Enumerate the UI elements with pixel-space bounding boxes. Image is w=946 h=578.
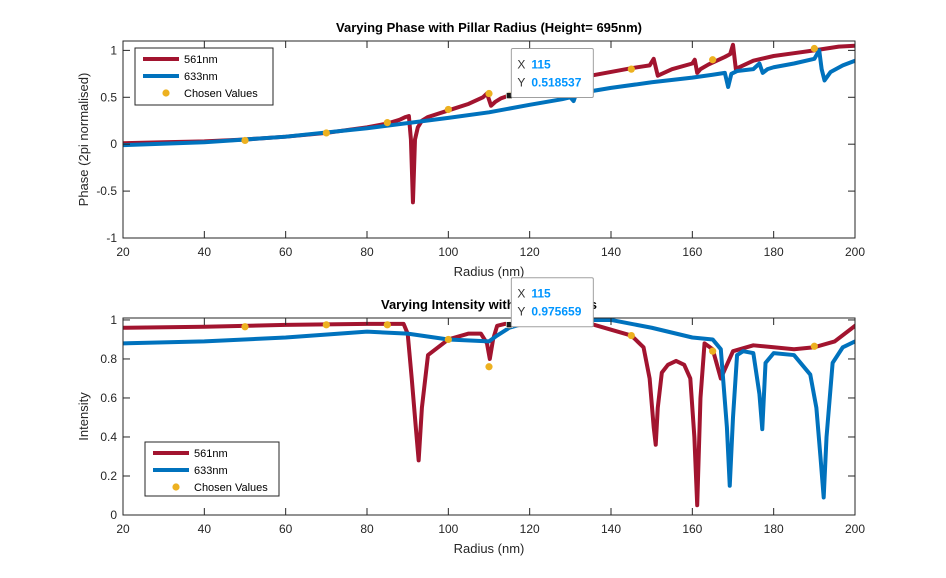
y-tick-label: -0.5: [96, 184, 117, 198]
data-tip-y-label: Y: [517, 76, 525, 90]
data-tip-y-label: Y: [517, 305, 525, 319]
x-tick-label: 100: [438, 522, 458, 536]
subplot-1: Varying Phase with Pillar Radius (Height…: [76, 20, 865, 279]
data-tip-x-value: 115: [531, 287, 551, 301]
x-tick-label: 60: [279, 522, 293, 536]
x-axis-label: Radius (nm): [454, 541, 525, 556]
x-tick-label: 180: [764, 245, 784, 259]
x-tick-label: 80: [360, 245, 374, 259]
y-tick-label: 0: [110, 508, 117, 522]
x-tick-label: 160: [682, 522, 702, 536]
x-tick-label: 160: [682, 245, 702, 259]
chosen-value-point[interactable]: [444, 335, 452, 344]
plot-title: Varying Phase with Pillar Radius (Height…: [336, 20, 642, 35]
chosen-value-point[interactable]: [627, 65, 635, 73]
series-line-633nm: [123, 48, 855, 148]
y-tick-label: 1: [110, 43, 117, 57]
y-tick-label: 0.2: [100, 469, 117, 483]
chosen-value-point[interactable]: [810, 342, 818, 350]
x-tick-label: 180: [764, 522, 784, 536]
series-line-633nm: [123, 318, 855, 500]
chosen-value-point[interactable]: [485, 363, 493, 371]
x-tick-label: 40: [198, 245, 212, 259]
legend[interactable]: 561nm 633nm Chosen Values: [144, 441, 280, 497]
chosen-value-point[interactable]: [322, 321, 330, 329]
data-tip-x-label: X: [517, 287, 525, 301]
x-tick-label: 200: [845, 522, 865, 536]
data-tip[interactable]: X 115 Y 0.518537: [506, 48, 594, 99]
data-tip[interactable]: X 115 Y 0.975659: [506, 277, 594, 328]
chosen-value-point[interactable]: [383, 119, 391, 127]
y-tick-label: 0.6: [100, 391, 117, 405]
data-tip-y-value: 0.518537: [531, 76, 581, 90]
x-tick-label: 140: [601, 245, 621, 259]
chosen-value-point[interactable]: [444, 105, 452, 114]
chosen-value-point[interactable]: [383, 321, 391, 329]
legend-label: 561nm: [194, 448, 228, 460]
chosen-value-point[interactable]: [709, 56, 717, 64]
x-axis-label: Radius (nm): [454, 264, 525, 279]
legend-label: Chosen Values: [194, 482, 268, 494]
chosen-value-point[interactable]: [485, 89, 493, 98]
x-tick-label: 20: [116, 522, 130, 536]
data-tip-y-value: 0.975659: [531, 305, 581, 319]
legend[interactable]: 561nm 633nm Chosen Values: [134, 47, 274, 106]
legend-label: 561nm: [184, 54, 218, 66]
legend-marker-chosen: [172, 483, 180, 491]
data-tip-x-value: 115: [531, 58, 551, 72]
chosen-value-point[interactable]: [709, 347, 717, 355]
x-tick-label: 80: [360, 522, 374, 536]
x-tick-label: 200: [845, 245, 865, 259]
chosen-value-point[interactable]: [322, 129, 330, 137]
legend-marker-chosen: [162, 89, 170, 97]
data-tip-box: [510, 277, 594, 328]
x-tick-label: 100: [438, 245, 458, 259]
plot-series: [123, 318, 855, 508]
data-tip-x-label: X: [517, 58, 525, 72]
x-tick-label: 60: [279, 245, 293, 259]
x-tick-label: 40: [198, 522, 212, 536]
y-tick-label: 0.4: [100, 430, 117, 444]
legend-label: Chosen Values: [184, 88, 258, 100]
y-tick-label: 1: [110, 313, 117, 327]
y-tick-label: 0: [110, 137, 117, 151]
y-tick-label: 0.8: [100, 352, 117, 366]
legend-label: 633nm: [184, 71, 218, 83]
chosen-value-point[interactable]: [241, 136, 249, 145]
x-tick-label: 20: [116, 245, 130, 259]
axes-box: [122, 317, 856, 516]
y-axis-label: Phase (2pi normalised): [76, 73, 91, 207]
chosen-value-point[interactable]: [627, 331, 635, 340]
y-axis-label: Intensity: [76, 392, 91, 441]
axes-box: [122, 40, 856, 239]
chosen-value-point[interactable]: [241, 323, 249, 331]
x-tick-label: 120: [520, 245, 540, 259]
x-tick-label: 120: [520, 522, 540, 536]
y-tick-label: -1: [106, 231, 117, 245]
legend-label: 633nm: [194, 465, 228, 477]
y-tick-label: 0.5: [100, 90, 117, 104]
chosen-value-point[interactable]: [810, 44, 818, 53]
data-tip-box: [510, 48, 594, 99]
x-tick-label: 140: [601, 522, 621, 536]
